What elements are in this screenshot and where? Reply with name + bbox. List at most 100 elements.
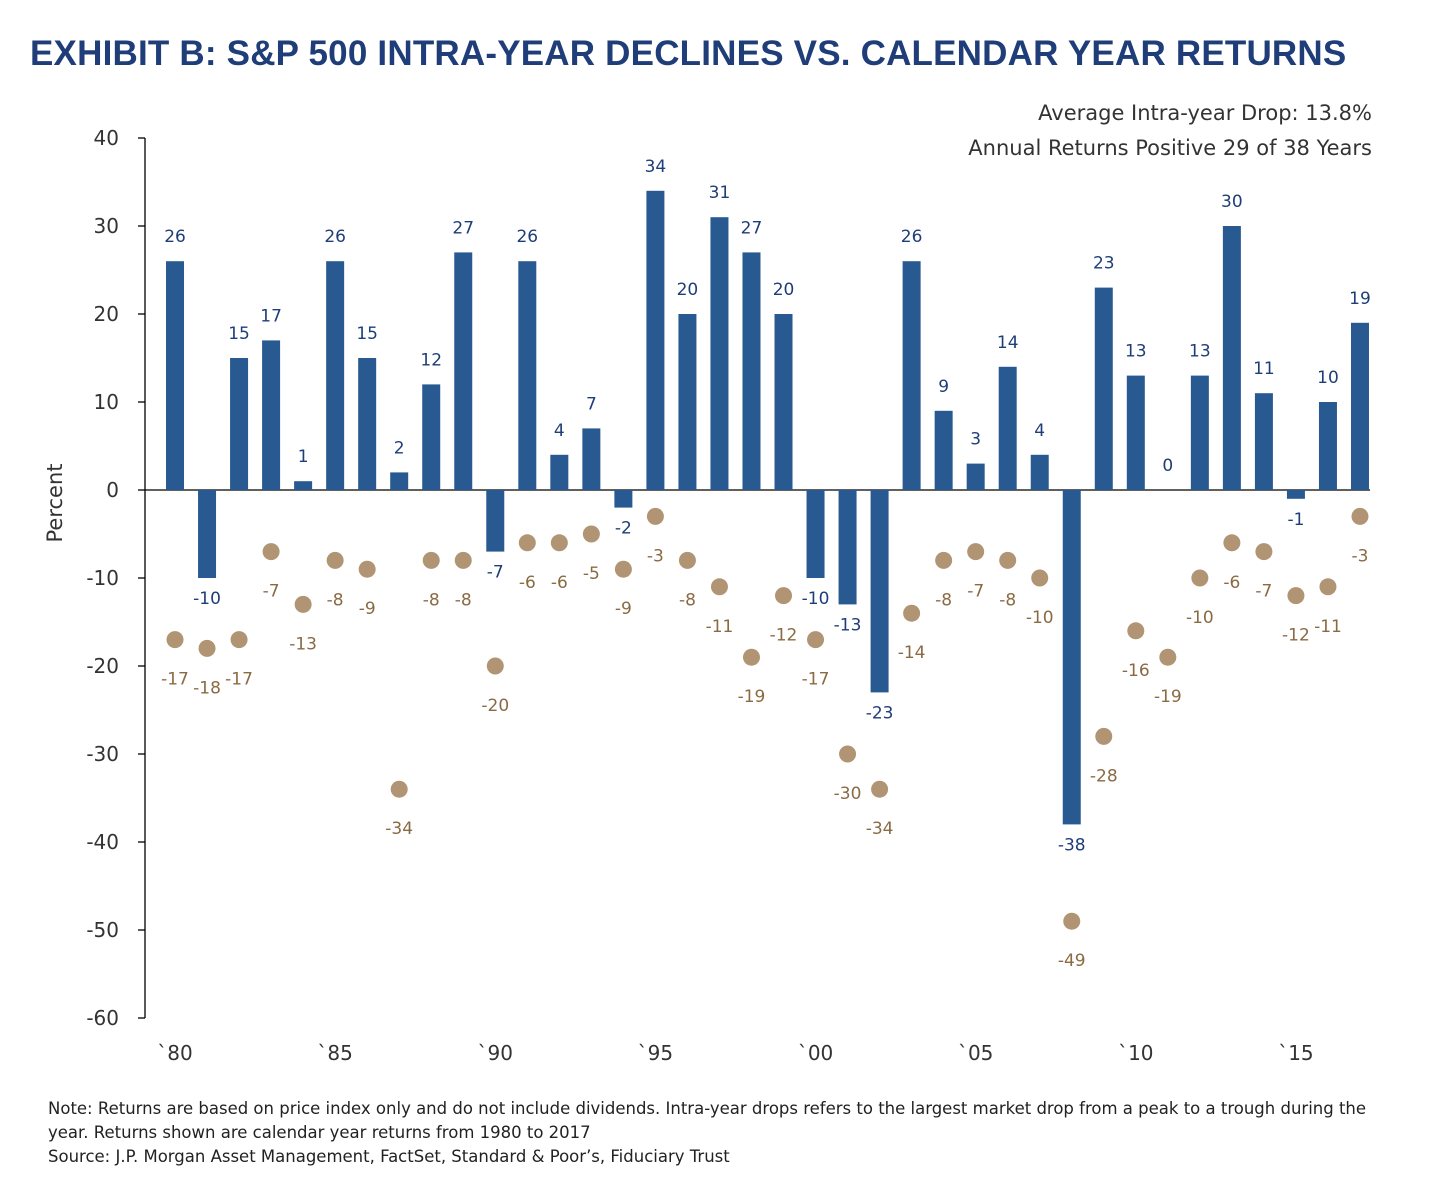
return-bar: [294, 481, 313, 490]
return-label: 26: [164, 227, 186, 247]
drop-label: -12: [770, 626, 798, 646]
return-bar: [1126, 375, 1145, 490]
return-bar: [1254, 393, 1273, 490]
y-tick-label: -50: [86, 918, 119, 942]
return-label: -38: [1058, 835, 1086, 855]
drop-dot: [1127, 622, 1145, 640]
return-label: 1: [298, 447, 309, 467]
return-label: -1: [1287, 510, 1304, 530]
drop-dot: [742, 648, 760, 666]
drop-label: -8: [999, 590, 1016, 610]
drop-dot: [166, 631, 184, 649]
drop-label: -5: [583, 564, 600, 584]
drop-dot: [326, 551, 344, 569]
drop-dot: [839, 745, 857, 763]
drop-dot: [390, 780, 408, 798]
drop-dot: [454, 551, 472, 569]
drop-label: -20: [481, 696, 509, 716]
return-label: 15: [356, 324, 378, 344]
drop-label: -19: [738, 687, 766, 707]
drop-dot: [903, 604, 921, 622]
return-label: 20: [677, 280, 699, 300]
return-label: 11: [1253, 359, 1275, 379]
y-tick-label: 10: [94, 390, 119, 414]
drop-dot: [422, 551, 440, 569]
drop-dot: [518, 534, 536, 552]
return-bar: [454, 252, 473, 490]
drop-label: -34: [385, 819, 413, 839]
drop-dot: [1159, 648, 1177, 666]
bars-layer: 26-1015171261521227-72647-23420312720-10…: [164, 157, 1371, 856]
y-tick-label: -30: [86, 742, 119, 766]
return-label: 3: [970, 430, 981, 450]
average-drop-stat: Average Intra-year Drop: 13.8%: [1038, 101, 1372, 125]
drop-label: -8: [423, 590, 440, 610]
x-tick-label: `80: [157, 1041, 192, 1065]
source-text: Source: J.P. Morgan Asset Management, Fa…: [48, 1147, 730, 1166]
drop-dot: [775, 587, 793, 605]
return-label: -10: [193, 589, 221, 609]
drop-label: -3: [647, 546, 664, 566]
return-bar: [198, 490, 217, 578]
return-bar: [230, 358, 249, 490]
return-bar: [166, 261, 185, 490]
return-label: 19: [1349, 289, 1371, 309]
drop-label: -49: [1058, 951, 1086, 971]
return-label: 26: [901, 227, 923, 247]
drop-dot: [486, 657, 504, 675]
drop-dot: [646, 507, 664, 525]
return-bar: [1190, 375, 1209, 490]
drop-label: -8: [327, 590, 344, 610]
x-tick-label: `90: [478, 1041, 513, 1065]
drop-dot: [1191, 569, 1209, 587]
drop-dot: [614, 560, 632, 578]
drop-dot: [807, 631, 825, 649]
return-bar: [646, 190, 665, 491]
drop-label: -16: [1122, 661, 1150, 681]
return-label: -13: [834, 615, 862, 635]
return-label: 34: [645, 157, 667, 177]
return-bar: [582, 428, 601, 490]
return-label: -23: [866, 703, 894, 723]
return-bar: [870, 490, 889, 693]
drop-label: -7: [1255, 582, 1272, 602]
return-label: 14: [997, 333, 1019, 353]
return-label: 27: [452, 218, 474, 238]
drop-label: -7: [967, 582, 984, 602]
drop-label: -30: [834, 784, 862, 804]
drop-label: -9: [359, 599, 376, 619]
drop-dot: [358, 560, 376, 578]
return-bar: [1318, 402, 1337, 490]
return-bar: [934, 410, 953, 490]
drop-label: -17: [802, 670, 830, 690]
return-bar: [1030, 454, 1049, 490]
dots-layer: -17 -18 -17-7-13-8 -9-34-8 -8-20-6 -6 -5-9-3-8…: [161, 507, 1369, 971]
drop-dot: [1223, 534, 1241, 552]
return-bar: [774, 314, 793, 490]
y-tick-label: -20: [86, 654, 119, 678]
return-bar: [358, 358, 377, 490]
return-label: 31: [709, 183, 731, 203]
drop-dot: [1319, 578, 1337, 596]
drop-label: -18: [193, 678, 221, 698]
drop-dot: [935, 551, 953, 569]
return-label: 10: [1317, 368, 1339, 388]
return-label: 15: [228, 324, 250, 344]
return-bar: [742, 252, 761, 490]
return-bar: [518, 261, 537, 490]
drop-dot: [1351, 507, 1369, 525]
drop-label: -6: [519, 573, 536, 593]
drop-dot: [1095, 727, 1113, 745]
drop-label: -8: [679, 590, 696, 610]
drop-dot: [999, 551, 1017, 569]
return-bar: [1222, 226, 1241, 490]
return-bar: [1286, 490, 1305, 499]
y-tick-label: 30: [94, 214, 119, 238]
return-bar: [966, 463, 985, 490]
drop-dot: [710, 578, 728, 596]
drop-dot: [1287, 587, 1305, 605]
return-label: 4: [554, 421, 565, 441]
return-bar: [262, 340, 281, 490]
drop-label: -17: [225, 670, 253, 690]
return-label: 9: [938, 377, 949, 397]
